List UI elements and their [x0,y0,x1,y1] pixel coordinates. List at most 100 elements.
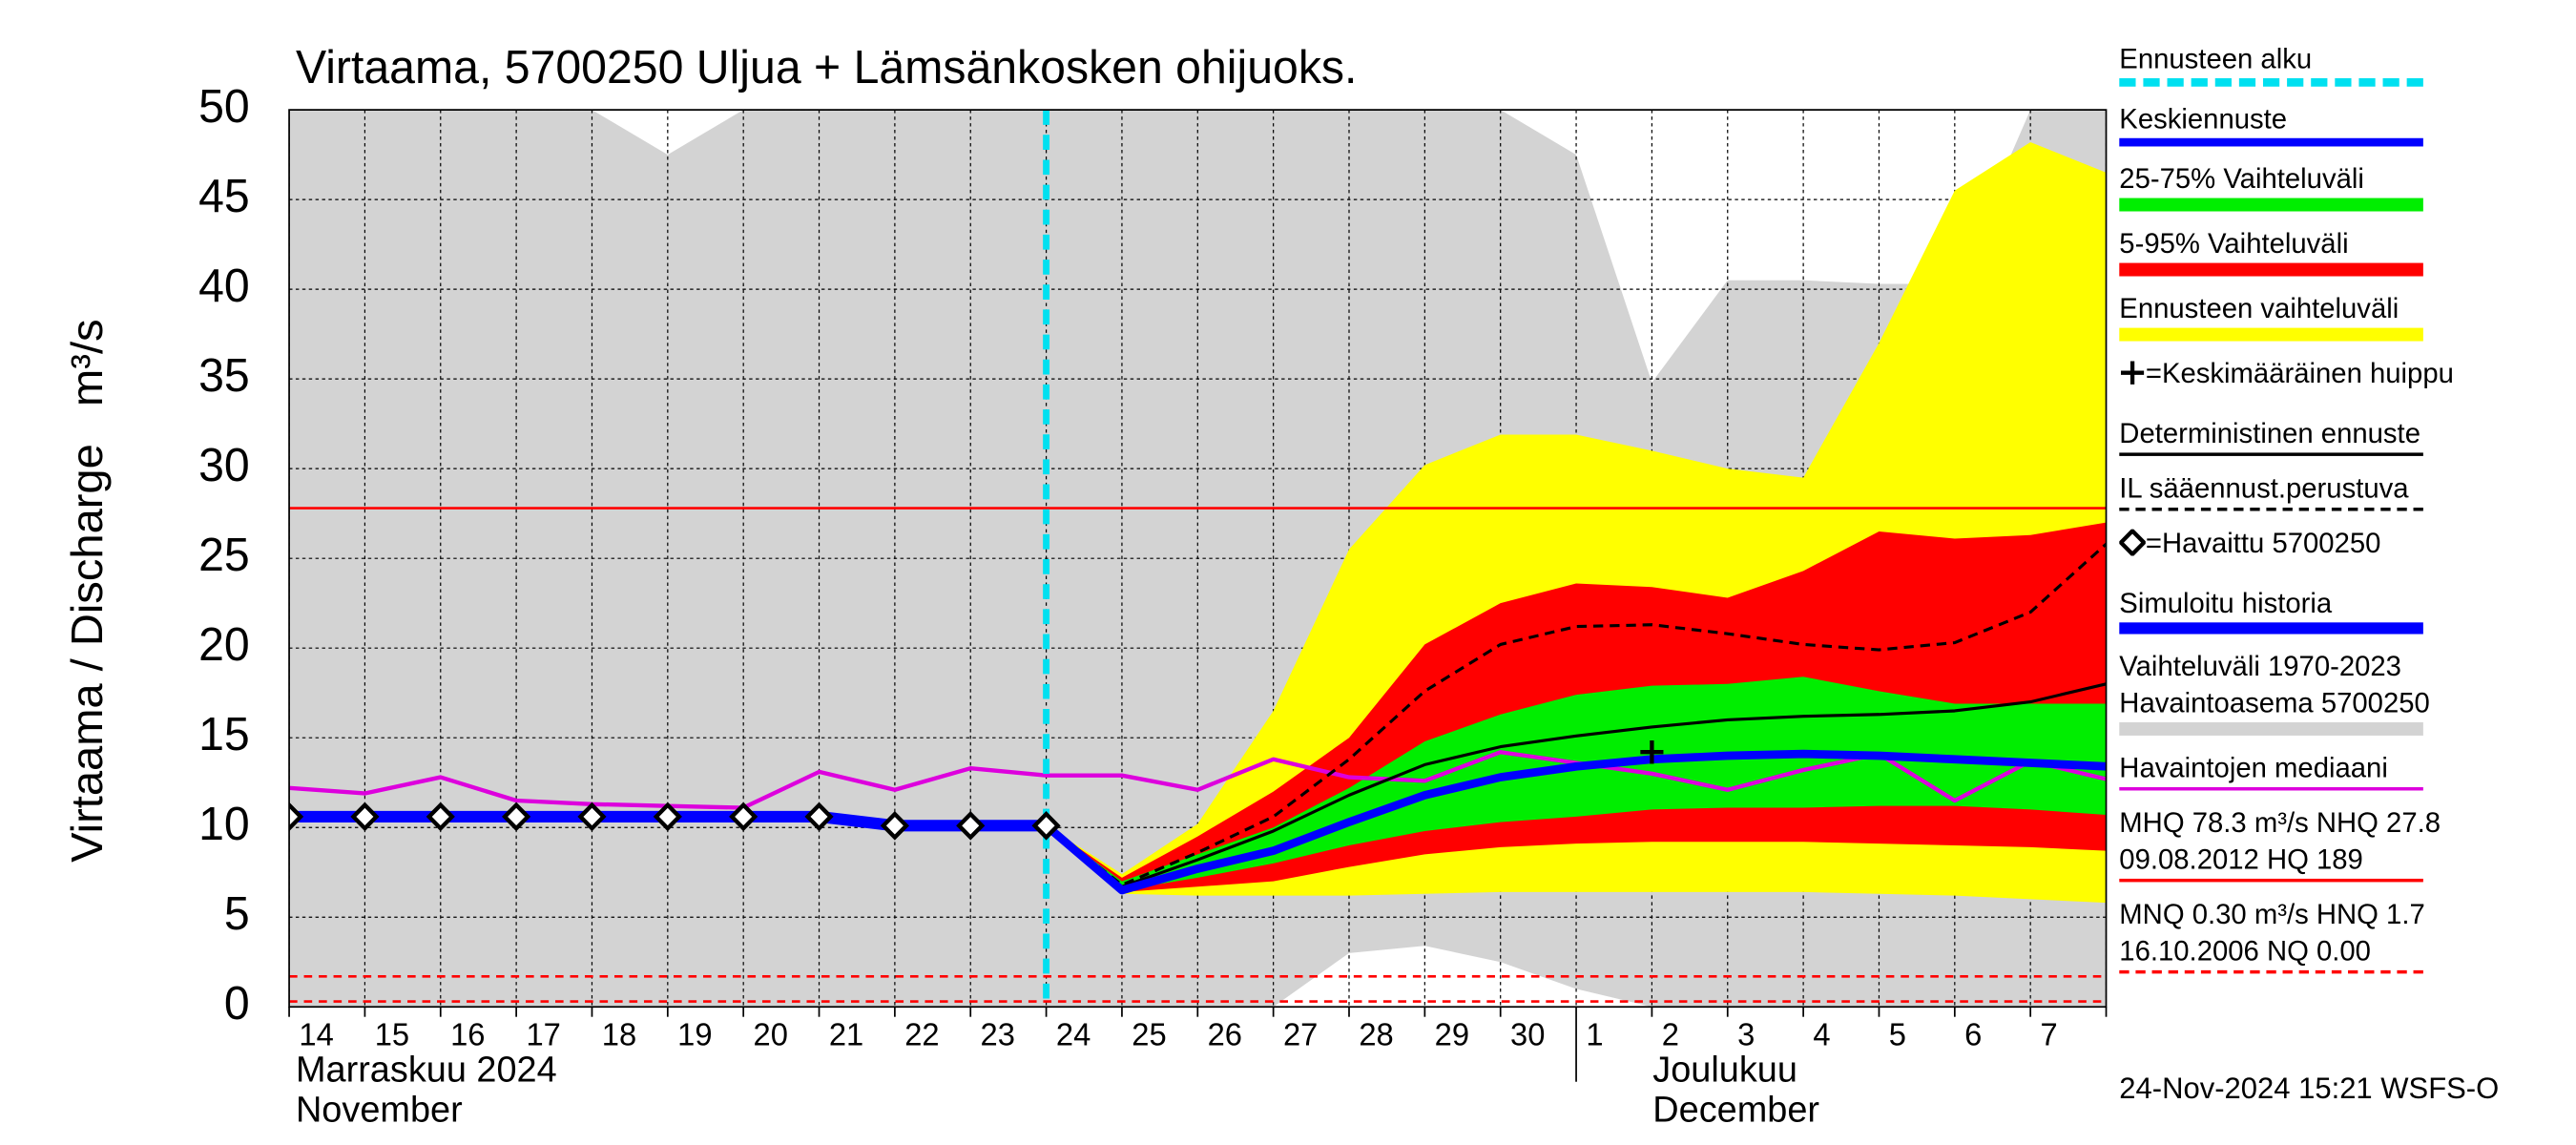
x-tick-label: 28 [1359,1016,1393,1051]
legend-text: =Havaittu 5700250 [2145,527,2381,560]
x-tick-label: 23 [981,1016,1015,1051]
legend-swatch [2119,721,2423,736]
legend-label: 5-95% Vaihteluväli [2119,226,2500,262]
legend-text: =Keskimääräinen huippu [2145,358,2454,390]
legend-entry: Vaihteluväli 1970-2023 Havaintoasema 570… [2119,649,2500,736]
observed-point [653,802,682,832]
x-tick-label: 1 [1586,1016,1603,1051]
chart-title: Virtaama, 5700250 Uljua + Lämsänkosken o… [296,42,1357,94]
peak-marker [1640,740,1664,764]
legend-label: =Havaittu 5700250 [2146,528,2381,559]
x-tick-label: 3 [1737,1016,1755,1051]
x-tick-label: 5 [1889,1016,1906,1051]
legend-swatch [2119,198,2423,212]
x-tick-label: 2 [1662,1016,1679,1051]
legend-text: 25-75% Vaihteluväli [2119,162,2364,196]
series-line [1045,542,2107,886]
plot [289,110,2107,1008]
y-tick-label: 20 [198,619,250,671]
x-tick-label: 20 [754,1016,788,1051]
observed-point [502,802,531,832]
legend-label: Ennusteen alku [2119,42,2500,78]
legend-label: Vaihteluväli 1970-2023 Havaintoasema 570… [2119,649,2500,722]
series-line [1045,682,2107,888]
timestamp: 24-Nov-2024 15:21 WSFS-O [2119,1072,2500,1106]
legend-text: IL sääennust.perustuva [2119,472,2409,505]
x-tick-label: 21 [829,1016,863,1051]
x-tick-label: 29 [1435,1016,1469,1051]
plot-frame [288,109,2108,1009]
y-tick-label: 30 [198,440,250,491]
legend-text: Vaihteluväli 1970-2023 Havaintoasema 570… [2119,650,2430,719]
observed-point [880,811,909,841]
legend-label: =Keskimääräinen huippu [2146,358,2454,389]
y-tick-label: 10 [198,799,250,850]
y-tick-label: 50 [198,81,250,133]
legend-text: Havaintojen mediaani [2119,752,2388,784]
legend-swatch [2119,878,2423,883]
legend-text: 5-95% Vaihteluväli [2119,227,2349,260]
observed-point [426,802,455,832]
legend-entry: IL sääennust.perustuva [2119,471,2500,511]
legend-text: MNQ 0.30 m³/s HNQ 1.7 16.10.2006 NQ 0.00 [2119,898,2425,968]
x-tick-label: 4 [1813,1016,1830,1051]
legend-label: MNQ 0.30 m³/s HNQ 1.7 16.10.2006 NQ 0.00 [2119,897,2500,970]
x-tick-label: 6 [1964,1016,1982,1051]
legend-swatch [2119,969,2423,974]
y-tick-label: 15 [198,709,250,760]
legend-label: IL sääennust.perustuva [2119,471,2500,508]
x-tick-label: 26 [1208,1016,1242,1051]
series-line [1043,749,2107,895]
legend-text: Ennusteen vaihteluväli [2119,292,2399,325]
x-tick-label: 17 [526,1016,560,1051]
y-tick-label: 45 [198,171,250,222]
legend-text: Deterministinen ennuste [2119,417,2420,449]
legend-entry: 5-95% Vaihteluväli [2119,226,2500,277]
legend-swatch [2119,137,2423,147]
legend-entry: Ennusteen vaihteluväli [2119,291,2500,342]
y-tick-label: 40 [198,260,250,312]
x-tick-label: 30 [1510,1016,1545,1051]
legend-entry: =Keskimääräinen huippu [2119,356,2500,392]
legend-text: MHQ 78.3 m³/s NHQ 27.8 09.08.2012 HQ 189 [2119,806,2441,876]
legend-label: Ennusteen vaihteluväli [2119,291,2500,327]
legend-label: MHQ 78.3 m³/s NHQ 27.8 09.08.2012 HQ 189 [2119,805,2500,879]
legend-swatch [2119,452,2423,456]
x-tick-label: 14 [299,1016,333,1051]
x-tick-label: 18 [602,1016,636,1051]
legend-text: Ennusteen alku [2119,43,2313,75]
legend-swatch [2119,622,2423,635]
month-label: Marraskuu 2024 November [295,1048,557,1131]
x-tick-label: 24 [1056,1016,1091,1051]
observed-point [956,811,986,841]
legend-entry: MNQ 0.30 m³/s HNQ 1.7 16.10.2006 NQ 0.00 [2119,897,2500,974]
x-tick-label: 27 [1283,1016,1318,1051]
observed-point [577,802,607,832]
x-tick-label: 15 [375,1016,409,1051]
legend-label: Havaintojen mediaani [2119,751,2500,787]
observed-point [350,802,380,832]
y-tick-label: 25 [198,530,250,581]
legend-swatch [2119,787,2423,791]
y-axis-label: Virtaama / Discharge m³/s [62,319,112,862]
legend-entry: Deterministinen ennuste [2119,416,2500,456]
legend-label: Simuloitu historia [2119,586,2500,622]
x-tick-label: 25 [1132,1016,1166,1051]
legend-entry: Ennusteen alku [2119,42,2500,87]
legend-entry: =Havaittu 5700250 [2117,526,2500,562]
legend-entry: Keskiennuste [2119,101,2500,147]
legend-entry: 25-75% Vaihteluväli [2119,161,2500,212]
legend-symbol [2117,528,2148,557]
legend-entry: MHQ 78.3 m³/s NHQ 27.8 09.08.2012 HQ 189 [2119,805,2500,883]
legend-label: Keskiennuste [2119,101,2500,137]
legend: Ennusteen alku Keskiennuste 25-75% Vaihtel… [2117,42,2500,989]
legend-text: Keskiennuste [2119,103,2288,135]
legend-text: Simuloitu historia [2119,587,2333,619]
legend-swatch [2119,77,2423,87]
x-tick-label: 19 [677,1016,712,1051]
x-tick-label: 7 [2041,1016,2058,1051]
observed-point [1031,811,1061,841]
legend-swatch [2119,327,2423,342]
